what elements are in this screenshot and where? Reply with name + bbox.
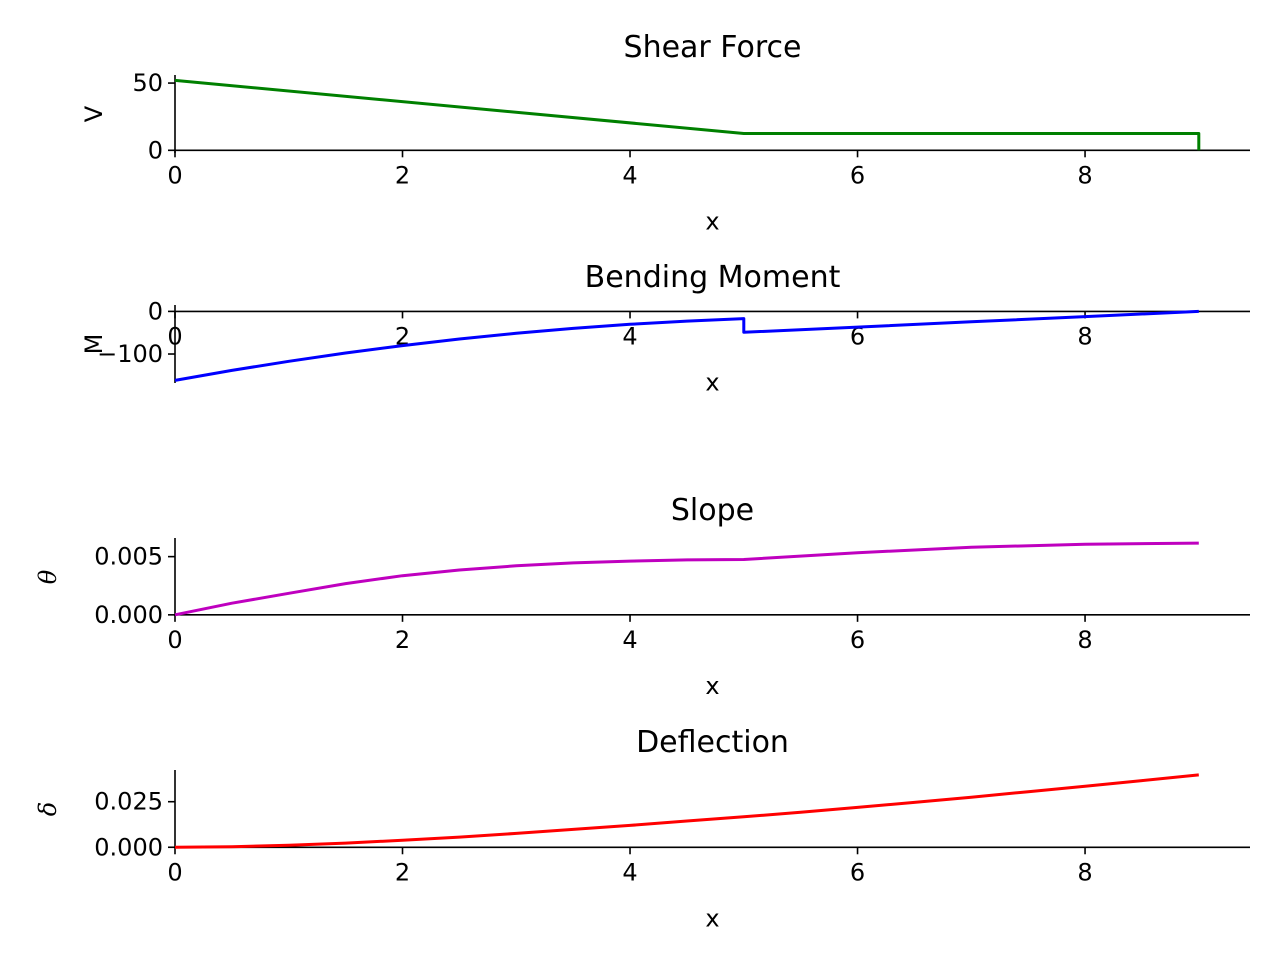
subplot-slope: Slope x θ 0 2 4 6 8 0.000 0.005	[34, 493, 1250, 700]
subplot-bending-moment: Bending Moment x M 0 2 4 6 80−100	[80, 260, 1250, 396]
subplot-title: Bending Moment	[585, 260, 841, 295]
y-tick-label: 0.005	[94, 543, 163, 571]
x-tick-label: 2	[395, 626, 410, 654]
x-tick-label: 6	[850, 626, 865, 654]
subplot-deflection: Deflection x δ 0 2 4 6 8 0.000 0.025	[34, 725, 1250, 932]
y-tick-label: 0.000	[94, 833, 163, 861]
y-tick-label: 0	[148, 297, 163, 325]
y-tick-label: 0.000	[94, 601, 163, 629]
x-tick-label: 2	[395, 161, 410, 189]
x-tick-label: 8	[1077, 858, 1092, 886]
subplot-title: Slope	[671, 493, 754, 528]
x-tick-label: 2	[395, 322, 410, 350]
x-axis-label: x	[705, 904, 719, 932]
x-tick-label: 8	[1077, 626, 1092, 654]
x-tick-label: 4	[622, 161, 637, 189]
y-tick-label: 0	[148, 136, 163, 164]
x-tick-label: 4	[622, 858, 637, 886]
x-tick-label: 0	[167, 161, 182, 189]
y-tick-label: 0.025	[94, 788, 163, 816]
y-tick-label: 50	[132, 69, 163, 97]
series-line	[174, 541, 1199, 617]
x-axis-label: x	[705, 207, 719, 235]
series-line	[174, 78, 1201, 151]
x-tick-label: 6	[850, 322, 865, 350]
x-tick-label: 4	[622, 322, 637, 350]
x-tick-label: 0	[167, 858, 182, 886]
series-line	[174, 773, 1199, 849]
y-axis-label: V	[80, 105, 108, 122]
y-axis-label: M	[80, 334, 108, 355]
series-line	[174, 309, 1199, 382]
x-tick-label: 0	[167, 626, 182, 654]
x-tick-label: 6	[850, 161, 865, 189]
y-axis-label: θ	[34, 569, 62, 584]
y-tick-label: −100	[97, 340, 163, 368]
y-axis-label: δ	[34, 802, 62, 816]
subplot-shear-force: Shear Force x V 0 2 4 6 8 0 50	[80, 30, 1250, 235]
x-tick-label: 8	[1077, 161, 1092, 189]
x-tick-label: 0	[167, 322, 182, 350]
x-axis-label: x	[705, 672, 719, 700]
x-axis-label: x	[705, 368, 719, 396]
x-tick-label: 4	[622, 626, 637, 654]
x-tick-label: 8	[1077, 322, 1092, 350]
subplot-title: Deflection	[636, 725, 789, 760]
x-tick-label: 2	[395, 858, 410, 886]
subplot-title: Shear Force	[624, 30, 802, 65]
x-tick-label: 6	[850, 858, 865, 886]
